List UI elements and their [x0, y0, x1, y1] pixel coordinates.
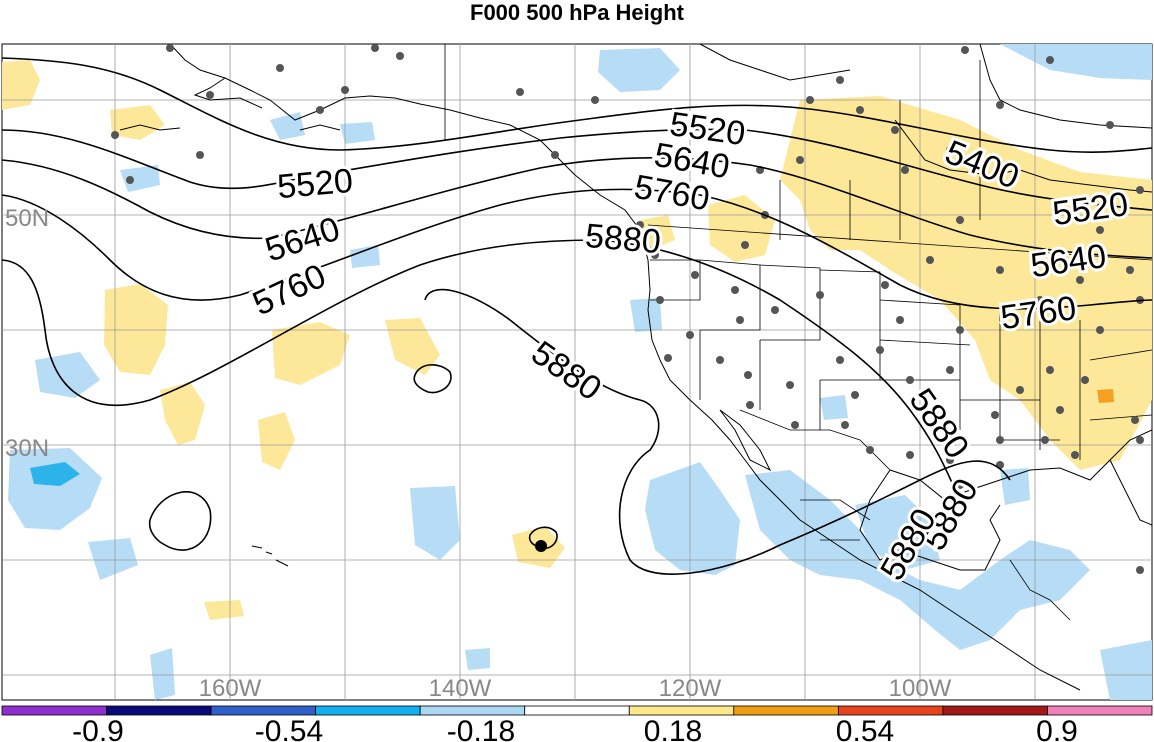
colorbar-segment: [210, 705, 317, 716]
negative-anomaly-area: [1100, 640, 1152, 700]
contour-label: 5520: [276, 162, 355, 206]
negative-anomaly-area: [88, 538, 138, 580]
positive-anomaly-area: [385, 318, 440, 375]
positive-anomaly-area: [2, 60, 40, 110]
colorbar-segment: [315, 705, 421, 716]
lat-lon-grid: [2, 44, 1152, 700]
negative-anomaly-area: [465, 648, 490, 670]
negative-anomaly-area: [645, 462, 740, 575]
negative-anomaly-area: [630, 298, 662, 332]
colorbar-tick-label: -0.18: [447, 715, 515, 742]
negative-anomaly-area: [1000, 44, 1152, 80]
colorbar-segment: [419, 705, 526, 716]
colorbar-segment: [733, 705, 839, 716]
negative-anomaly-area: [745, 470, 1090, 650]
negative-anomaly-area: [350, 245, 380, 268]
low-center-marker: [535, 540, 547, 552]
political-boundaries: [444, 44, 1152, 621]
colorbar-segment: [628, 705, 735, 716]
positive-anomaly-area: [104, 284, 168, 375]
colorbar-tick-label: -0.54: [255, 715, 323, 742]
positive-anomaly-area: [160, 382, 205, 445]
colorbar-tick-label: 0.54: [836, 715, 894, 742]
lat-label-50n: 50N: [5, 205, 49, 232]
colorbar-segment: [942, 705, 1048, 716]
height-contours: [2, 57, 1152, 575]
positive-anomaly-area: [272, 322, 350, 385]
negative-anomaly-area: [35, 352, 100, 398]
positive-anomaly-area: [110, 105, 165, 140]
contour-label: 5880: [584, 217, 663, 261]
colorbar-segment: [837, 705, 944, 716]
coastlines: [119, 44, 1152, 691]
negative-anomaly-area: [855, 495, 940, 570]
colorbar-segment: [106, 705, 212, 716]
colorbar-tick-label: 0.18: [644, 715, 702, 742]
lat-label-30n: 30N: [5, 435, 49, 462]
colorbar-tick-label: 0.9: [1036, 715, 1078, 742]
colorbar-tick-label: -0.9: [72, 715, 124, 742]
lon-label-160w: 160W: [199, 675, 262, 702]
positive-anomaly-area: [204, 600, 244, 620]
colorbar: [1, 705, 1153, 716]
negative-anomaly-area: [410, 486, 460, 560]
strong-positive-anomaly-area: [1097, 389, 1114, 403]
lon-label-100w: 100W: [889, 675, 952, 702]
negative-anomaly-area: [340, 122, 375, 144]
lon-label-120w: 120W: [659, 675, 722, 702]
strong-negative-anomaly-area: [30, 462, 80, 486]
colorbar-segment: [1047, 705, 1153, 716]
positive-anomaly-area: [780, 96, 1152, 470]
colorbar-segment: [1, 705, 107, 716]
colorbar-segment: [524, 705, 630, 716]
positive-anomaly-area: [258, 412, 295, 470]
colorbar-tick-labels: -0.9 -0.54 -0.18 0.18 0.54 0.9: [72, 715, 1078, 742]
negative-anomaly-area: [820, 395, 848, 420]
negative-anomaly-area: [598, 48, 680, 92]
negative-anomaly-area: [150, 648, 175, 700]
negative-anomaly-area: [120, 165, 160, 192]
observation-stations: [111, 44, 1144, 574]
positive-anomaly-area: [640, 215, 675, 250]
lon-label-140w: 140W: [429, 675, 492, 702]
anomaly-shading: [2, 44, 1152, 700]
map-title: F000 500 hPa Height: [470, 0, 684, 25]
